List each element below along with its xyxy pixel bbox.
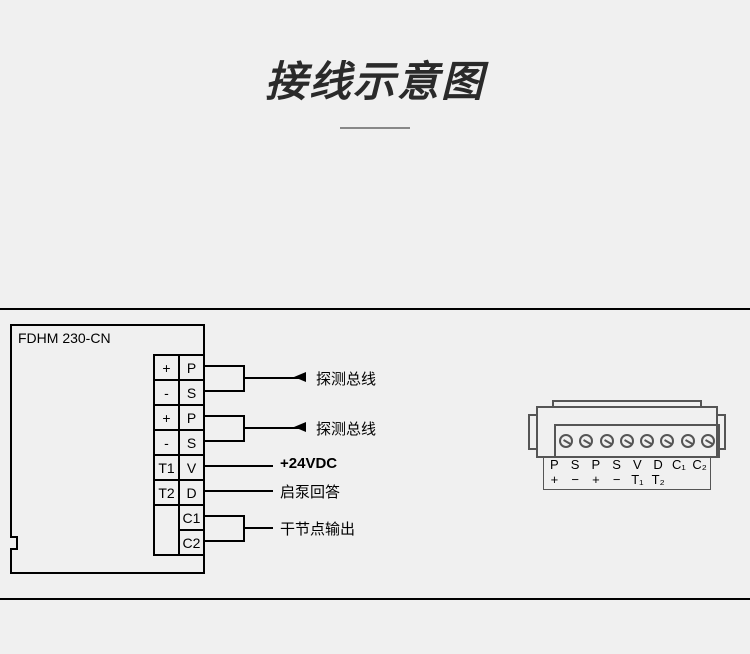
conn-label: − [608,472,626,487]
term-cell: D [179,480,204,505]
connector-bottom-labels: + − + − T₁ T₂ [544,472,710,487]
screw-icon [579,434,593,448]
term-cell: S [179,430,204,455]
term-cell: - [154,380,179,405]
screw-icon [640,434,654,448]
screw-icon [600,434,614,448]
wire [205,440,237,442]
wire [205,390,237,392]
screw-icon [681,434,695,448]
conn-label: D [649,458,667,472]
page-title: 接线示意图 [0,48,750,109]
conn-label: T₂ [649,472,667,487]
conn-label: P [545,458,563,472]
wire-bracket [235,365,245,392]
conn-label: C₂ [691,458,709,472]
screw-icon [620,434,634,448]
conn-label: V [628,458,646,472]
terminal-table: +P -S +P -S T1V T2D C1 C2 [153,354,205,556]
conn-label: T₁ [628,472,646,487]
connector-body [536,406,718,458]
wire-label: 干节点输出 [280,518,355,539]
conn-label: S [566,458,584,472]
term-cell: P [179,405,204,430]
term-cell: V [179,455,204,480]
term-cell: + [154,355,179,380]
term-cell: P [179,355,204,380]
wire [245,527,273,529]
wire [205,365,237,367]
screw-icon [701,434,715,448]
conn-label: + [545,472,563,487]
conn-label: P [587,458,605,472]
term-cell: C1 [179,505,204,530]
term-cell: S [179,380,204,405]
connector-tab [528,414,536,450]
conn-label: S [608,458,626,472]
wire-label: 探测总线 [316,368,376,389]
wire-label: 启泵回答 [280,481,340,502]
wire [205,540,237,542]
conn-label: − [566,472,584,487]
term-cell [154,505,179,555]
module-box: FDHM 230-CN +P -S +P -S T1V T2D C1 C2 [10,324,205,574]
arrow-icon [294,372,306,382]
title-underline [340,127,410,129]
connector-illustration: P S P S V D C₁ C₂ + − + − T₁ T₂ [528,400,726,496]
screw-icon [559,434,573,448]
conn-label [691,472,709,487]
term-cell: T2 [154,480,179,505]
term-cell: + [154,405,179,430]
term-cell: - [154,430,179,455]
conn-label: C₁ [670,458,688,472]
module-notch [10,536,18,550]
wire-bracket [235,515,245,542]
term-cell: T1 [154,455,179,480]
wiring-diagram: FDHM 230-CN +P -S +P -S T1V T2D C1 C2 探测… [0,308,750,600]
wire [205,490,273,492]
wire [205,415,237,417]
screw-icon [660,434,674,448]
conn-label [670,472,688,487]
wire-label: 探测总线 [316,418,376,439]
wire [205,515,237,517]
wire [205,465,273,467]
arrow-icon [294,422,306,432]
term-cell: C2 [179,530,204,555]
wire-label: +24VDC [280,455,337,472]
connector-screw-row [554,424,720,458]
module-name: FDHM 230-CN [18,330,111,346]
conn-label: + [587,472,605,487]
wire-bracket [235,415,245,442]
connector-top-labels: P S P S V D C₁ C₂ [544,458,710,472]
